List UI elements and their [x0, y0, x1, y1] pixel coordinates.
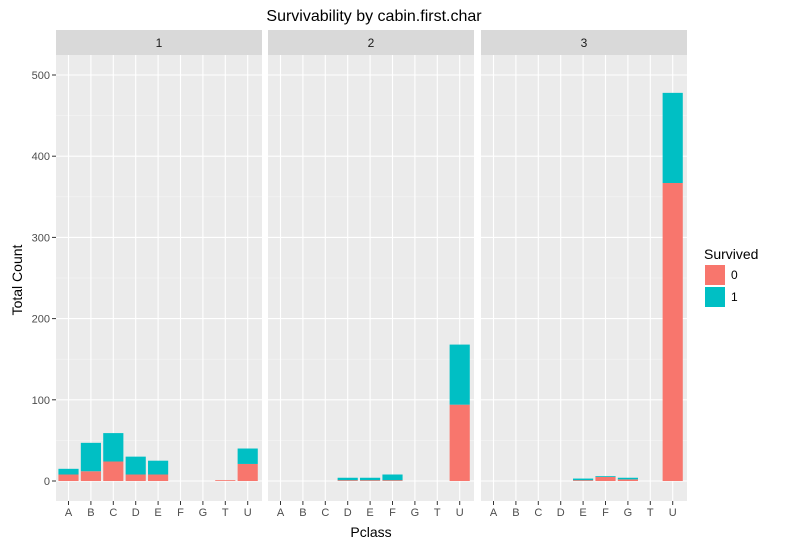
bar-survived-1-U [449, 344, 470, 405]
bar-survived-0-F [382, 480, 403, 481]
x-tick-label: G [624, 507, 633, 519]
bar-survived-0-U [662, 182, 683, 481]
bar-survived-0-T [215, 480, 236, 481]
bar-survived-1-B [80, 442, 101, 472]
bar-survived-1-F [382, 474, 403, 481]
y-tick-label: 100 [32, 395, 50, 407]
bar-survived-1-A [58, 468, 79, 475]
x-tick-label: A [277, 507, 285, 519]
facet-strip-label: 1 [156, 36, 163, 50]
x-tick-label: C [321, 507, 329, 519]
x-tick-label: F [177, 507, 184, 519]
x-tick-label: D [557, 507, 565, 519]
x-tick-label: C [534, 507, 542, 519]
facet-strip-label: 3 [581, 36, 588, 50]
facet-strip [268, 30, 474, 55]
y-axis-title: Total Count [9, 244, 25, 315]
x-tick-label: G [411, 507, 420, 519]
legend-title: Survived [704, 246, 758, 262]
bar-survived-1-D [125, 456, 146, 475]
bar-survived-1-G [617, 477, 638, 480]
facet-strip-label: 2 [368, 36, 375, 50]
y-tick-label: 300 [32, 232, 50, 244]
bar-survived-0-E [360, 480, 381, 481]
bar-survived-0-D [125, 474, 146, 481]
x-tick-label: D [344, 507, 352, 519]
bar-survived-0-E [573, 480, 594, 481]
x-tick-label: F [389, 507, 396, 519]
x-tick-label: G [199, 507, 208, 519]
x-tick-label: B [87, 507, 94, 519]
bar-survived-0-U [237, 463, 258, 481]
legend: Survived 0 1 [704, 246, 758, 307]
bar-survived-0-G [617, 479, 638, 481]
x-tick-label: T [647, 507, 654, 519]
facet-strip [56, 30, 262, 55]
x-tick-label: C [109, 507, 117, 519]
facet-panel-1: 1 A B C D E F G T U [56, 30, 262, 519]
bar-survived-0-D [337, 480, 358, 481]
x-tick-label: E [579, 507, 586, 519]
x-tick-label: U [456, 507, 464, 519]
facet-strip [481, 30, 687, 55]
y-tick-label: 200 [32, 314, 50, 326]
bar-survived-0-E [148, 474, 169, 481]
legend-key-1 [705, 287, 725, 307]
bar-survived-1-U [237, 448, 258, 464]
legend-label-1: 1 [731, 290, 738, 304]
x-tick-label: B [512, 507, 519, 519]
y-tick-label: 400 [32, 151, 50, 163]
bar-survived-0-C [103, 461, 124, 481]
x-tick-label: U [244, 507, 252, 519]
bar-survived-1-F [595, 476, 616, 477]
bar-survived-1-C [103, 433, 124, 462]
facet-panel-2: 2 A B C D E F G T U [268, 30, 474, 519]
bar-survived-1-E [148, 460, 169, 475]
legend-label-0: 0 [731, 268, 738, 282]
bar-survived-1-E [360, 477, 381, 481]
x-tick-label: T [434, 507, 441, 519]
bar-survived-1-E [573, 478, 594, 481]
x-tick-label: T [222, 507, 229, 519]
x-tick-label: E [154, 507, 161, 519]
x-tick-label: A [490, 507, 498, 519]
x-tick-label: D [132, 507, 140, 519]
bar-survived-0-B [80, 471, 101, 481]
bar-survived-0-U [449, 404, 470, 481]
bar-survived-0-F [595, 476, 616, 481]
y-tick-label: 500 [32, 70, 50, 82]
bar-survived-1-D [337, 477, 358, 481]
x-tick-label: U [669, 507, 677, 519]
x-tick-label: B [299, 507, 306, 519]
legend-key-0 [705, 265, 725, 285]
chart-title: Survivability by cabin.first.char [266, 8, 482, 25]
y-tick-label: 0 [44, 476, 50, 488]
x-tick-label: A [65, 507, 73, 519]
facet-panels: 0 100 200 300 400 500 1 A B C D E F G T U 2 A B C D E F G T U 3 A B C… [32, 30, 687, 519]
facet-panel-3: 3 A B C D E F G T U [481, 30, 687, 519]
x-axis-title: Pclass [350, 524, 391, 540]
x-tick-label: F [602, 507, 609, 519]
x-tick-label: E [366, 507, 373, 519]
bar-survived-1-U [662, 92, 683, 183]
bar-survived-0-A [58, 474, 79, 481]
